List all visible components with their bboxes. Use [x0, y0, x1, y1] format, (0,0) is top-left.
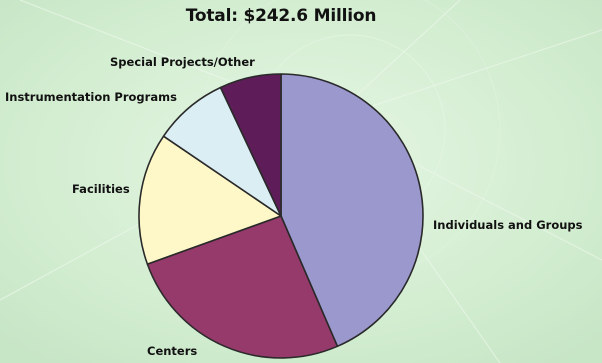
- pie-slice-individuals-and-groups: [280, 73, 424, 348]
- slice-label-centers: Centers: [147, 344, 197, 358]
- pie-slice-facilities: [138, 135, 282, 265]
- slice-label-facilities: Facilities: [72, 182, 130, 196]
- slice-label-special-projects-other: Special Projects/Other: [110, 55, 255, 69]
- pie-slice-special-projects-other: [219, 73, 282, 217]
- chart-title: Total: $242.6 Million: [185, 6, 377, 26]
- slice-label-individuals-and-groups: Individuals and Groups: [433, 218, 583, 232]
- pie-slice-centers: [146, 215, 339, 359]
- slice-label-instrumentation-programs: Instrumentation Programs: [5, 90, 177, 104]
